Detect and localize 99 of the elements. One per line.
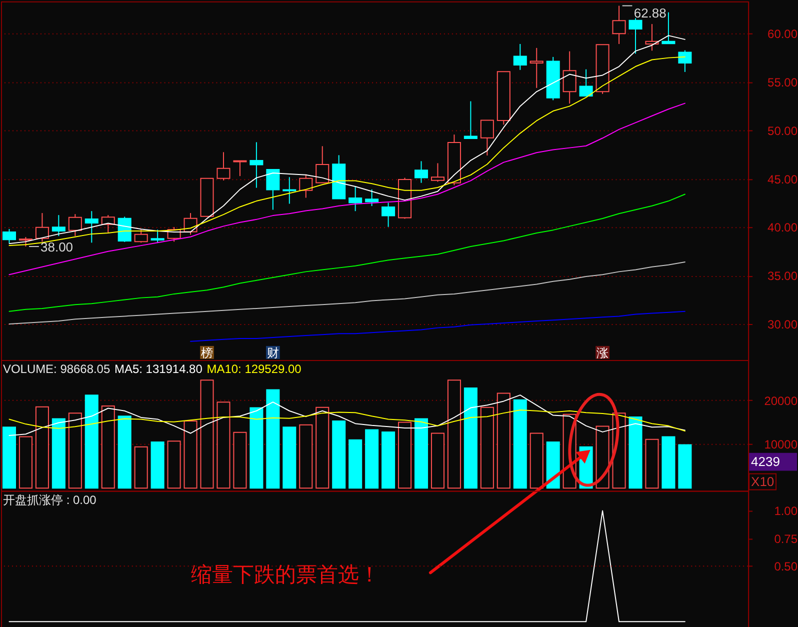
bar [101,406,115,489]
line-series [8,102,686,276]
line-series [190,310,686,342]
candlestick [464,100,478,140]
candlestick [678,50,692,72]
bar [365,429,379,489]
chart-title: 开盘抓涨停 : 0.00 [2,492,97,507]
y-tick-label: 10000 [764,438,798,452]
bar [84,394,98,489]
y-tick-label: 45.00 [768,172,798,186]
y-tick-label: 1.00 [774,504,798,518]
candlestick [562,50,576,104]
annotation: 财 [266,346,279,360]
bar [184,420,198,489]
bar [282,426,296,489]
candlestick [216,152,230,181]
y-tick-label: 40.00 [768,220,798,235]
candlestick [118,216,132,242]
bar [316,406,330,489]
bar [68,412,82,489]
annotation: 缩量下跌的票首选！ [190,562,380,587]
bar [496,392,510,489]
bar [2,426,16,489]
candlestick [348,186,362,212]
bar [250,407,264,489]
line-series [8,394,686,436]
bar [332,420,346,489]
bar [35,406,49,489]
candlestick [35,212,49,242]
bar [464,388,478,489]
bar [118,416,132,489]
annotation: 38.00 [40,240,74,255]
candlestick [628,18,642,54]
candlestick [250,142,264,188]
candlestick [365,188,379,207]
text: MA5: 131914.80 [114,362,203,376]
bar [430,432,444,489]
candlestick [2,228,16,244]
y-tick-label: 0.75 [774,532,798,546]
candlestick [18,236,32,248]
y-tick-label: 30.00 [768,317,798,332]
candlestick [68,214,82,237]
annotation: 涨 [596,346,609,360]
bar [52,418,66,489]
line-series [8,262,686,324]
bar [530,432,544,489]
bar [18,436,32,489]
candlestick [299,174,313,198]
text: 4239 [751,454,780,469]
candlestick [513,43,527,70]
candlestick [52,214,66,237]
bar [150,442,164,489]
line-series [8,194,686,312]
candlestick [579,68,593,96]
candlestick [530,47,544,88]
bar [628,416,642,489]
bar [134,446,148,489]
bar [513,399,527,489]
line-series [8,409,686,432]
candlestick [316,146,330,184]
y-tick-label: 60.00 [768,27,798,42]
bar [167,440,181,489]
candlestick [414,160,428,184]
candlestick [84,210,98,244]
text: X10 [751,474,774,489]
y-tick-label: 50.00 [768,124,798,138]
bar [266,389,280,489]
y-tick-label: 0.50 [774,560,798,574]
bar [348,439,362,489]
annotation: 榜 [201,346,214,360]
candlestick [382,202,396,228]
candlestick [266,168,280,210]
bar [645,438,659,489]
bar [447,380,461,489]
candlestick [134,229,148,244]
bar [299,424,313,489]
bar [678,444,692,489]
candlestick [430,162,444,182]
chart-title: VOLUME: 98668.05 [2,362,110,376]
bar [596,426,610,489]
y-tick-label: 35.00 [768,269,798,284]
candlestick [101,214,115,234]
candlestick [150,229,164,244]
text: MA10: 129529.00 [206,362,302,376]
bar [233,432,247,489]
y-tick-label: 55.00 [768,76,798,90]
bar [546,442,560,489]
bar [382,431,396,489]
annotation: 62.88 [634,6,666,21]
bar [414,418,428,489]
bar [398,422,412,489]
y-tick-label: 20000 [764,394,798,408]
bar [216,402,230,489]
bar [480,406,494,489]
bar [200,380,214,489]
bar [662,436,676,489]
candlestick [282,176,296,204]
candlestick [480,120,494,156]
candlestick [612,5,626,44]
